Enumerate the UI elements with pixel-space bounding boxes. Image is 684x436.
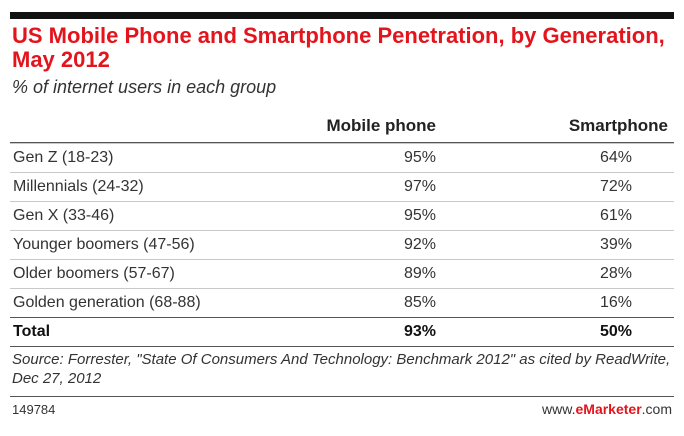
brand-name: eMarketer [575,401,642,417]
chart-id: 149784 [12,402,56,417]
source-rule [10,346,674,347]
brand-logo[interactable]: www.eMarketer.com [542,401,672,417]
table-row: Older boomers (57-67) 89% 28% [10,259,674,288]
total-label: Total [13,323,51,340]
mobile-value: 97% [403,178,436,195]
header-rule [10,142,674,143]
brand-suffix: .com [641,401,672,417]
mobile-value: 95% [403,149,436,166]
table-row: Millennials (24-32) 97% 72% [10,172,674,201]
table-row: Gen Z (18-23) 95% 64% [10,143,674,172]
total-row: Total 93% 50% [10,317,674,346]
top-rule [10,12,674,19]
mobile-value: 89% [403,265,436,282]
row-label: Millennials (24-32) [13,178,144,195]
total-smartphone-value: 50% [599,323,632,340]
table-row: Younger boomers (47-56) 92% 39% [10,230,674,259]
mobile-value: 92% [403,236,436,253]
smartphone-value: 61% [599,207,632,224]
column-header-mobile: Mobile phone [326,116,436,135]
table-row: Gen X (33-46) 95% 61% [10,201,674,230]
row-label: Older boomers (57-67) [13,265,175,282]
mobile-value: 85% [403,294,436,311]
row-label: Gen X (33-46) [13,207,115,224]
column-header-smartphone: Smartphone [568,116,668,135]
smartphone-value: 16% [599,294,632,311]
row-label: Younger boomers (47-56) [13,236,195,253]
table-row: Golden generation (68-88) 85% 16% [10,288,674,317]
smartphone-value: 39% [599,236,632,253]
smartphone-value: 72% [599,178,632,195]
header-row: Mobile phone Smartphone [10,108,674,142]
footer-rule [10,396,674,397]
row-label: Golden generation (68-88) [13,294,201,311]
row-label: Gen Z (18-23) [13,149,114,166]
chart-title: US Mobile Phone and Smartphone Penetrati… [12,23,665,72]
smartphone-value: 28% [599,265,632,282]
chart-subtitle: % of internet users in each group [12,77,277,97]
source-note: Source: Forrester, "State Of Consumers A… [12,351,671,387]
mobile-value: 95% [403,207,436,224]
total-mobile-value: 93% [403,323,436,340]
brand-prefix: www. [542,401,576,417]
smartphone-value: 64% [599,149,632,166]
